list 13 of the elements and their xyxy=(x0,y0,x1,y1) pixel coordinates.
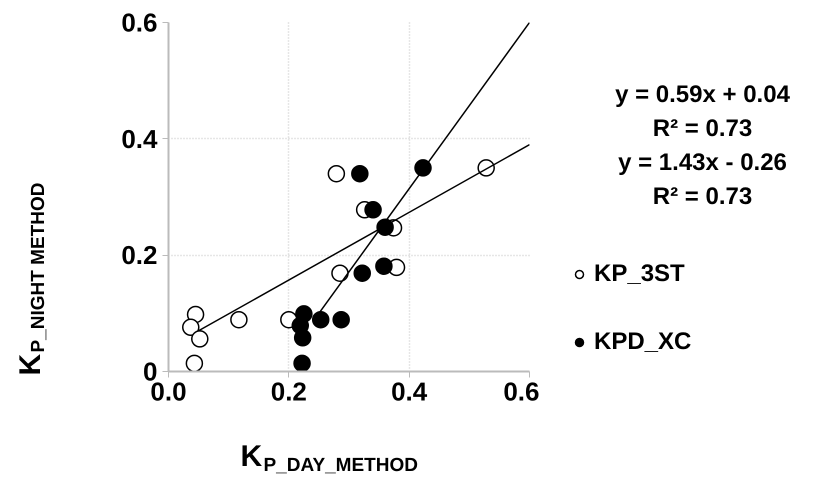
text: R² = 0.73 xyxy=(652,115,752,142)
x-tick-label: 0.6 xyxy=(503,376,540,406)
legend-label: KPD_XC xyxy=(594,328,692,356)
text: y = 1.43x - 0.26 xyxy=(618,149,787,176)
y-tick-label: 0.4 xyxy=(121,124,158,154)
text: y = 0.59x + 0.04 xyxy=(615,81,791,108)
legend-label: KP_3ST xyxy=(594,260,685,288)
y-tick-label: 0.2 xyxy=(121,240,158,270)
x-tick-label: 0.4 xyxy=(391,376,428,406)
x-tick-label: 0.2 xyxy=(270,376,307,406)
text: R² = 0.73 xyxy=(652,183,752,210)
y-axis-title: KP_NIGHT METHOD xyxy=(14,182,49,376)
y-tick-label: 0.6 xyxy=(121,8,158,38)
